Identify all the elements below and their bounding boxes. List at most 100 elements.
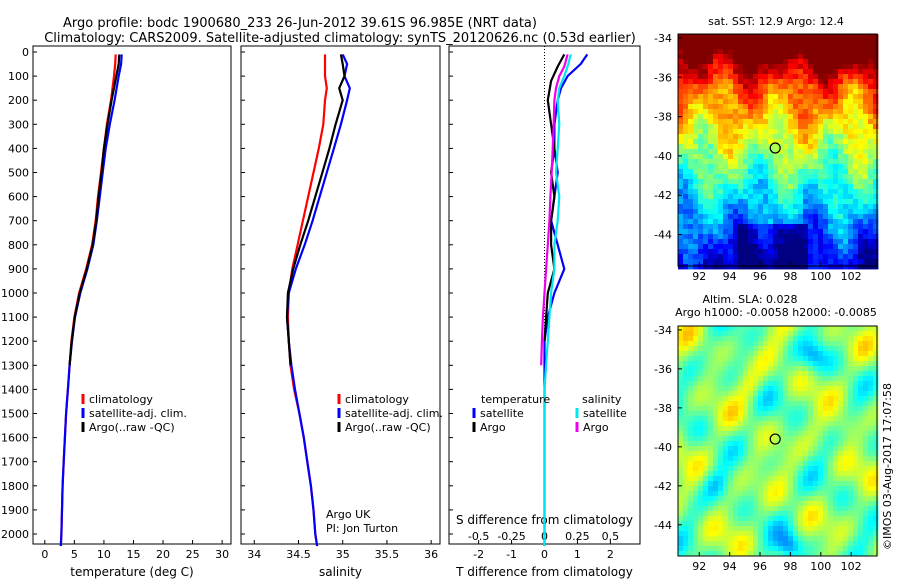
map-cell bbox=[683, 436, 689, 442]
map-cell bbox=[763, 541, 769, 547]
map-cell bbox=[828, 526, 834, 532]
map-cell bbox=[763, 501, 769, 507]
map-cell bbox=[683, 174, 689, 180]
map-cell bbox=[863, 149, 869, 155]
map-cell bbox=[773, 109, 779, 115]
map-cell bbox=[828, 531, 834, 537]
map-cell bbox=[773, 496, 779, 502]
map-cell bbox=[778, 174, 784, 180]
map-cell bbox=[723, 351, 729, 357]
map-cell bbox=[838, 371, 844, 377]
map-cell bbox=[798, 456, 804, 462]
map-cell bbox=[873, 234, 879, 240]
map-cell bbox=[828, 194, 834, 200]
y-tick-label: 600 bbox=[8, 191, 29, 204]
map-cell bbox=[693, 511, 699, 517]
map-cell bbox=[763, 341, 769, 347]
map-cell bbox=[813, 381, 819, 387]
map-cell bbox=[868, 174, 874, 180]
map-cell bbox=[823, 406, 829, 412]
map-cell bbox=[758, 104, 764, 110]
map-cell bbox=[783, 124, 789, 130]
map-cell bbox=[718, 99, 724, 105]
map-cell bbox=[768, 431, 774, 437]
map-cell bbox=[758, 94, 764, 100]
map-cell bbox=[748, 44, 754, 50]
map-cell bbox=[698, 39, 704, 45]
map-cell bbox=[743, 174, 749, 180]
map-cell bbox=[728, 174, 734, 180]
map-cell bbox=[838, 351, 844, 357]
map-cell bbox=[763, 551, 769, 557]
map-cell bbox=[863, 134, 869, 140]
map-cell bbox=[733, 536, 739, 542]
map-cell bbox=[788, 169, 794, 175]
map-cell bbox=[838, 361, 844, 367]
map-cell bbox=[713, 376, 719, 382]
map-cell bbox=[793, 341, 799, 347]
map-cell bbox=[693, 516, 699, 522]
map-cell bbox=[853, 254, 859, 260]
map-cell bbox=[843, 381, 849, 387]
map-cell bbox=[848, 441, 854, 447]
map-cell bbox=[718, 381, 724, 387]
map-cell bbox=[808, 511, 814, 517]
map-cell bbox=[703, 174, 709, 180]
map-cell bbox=[863, 371, 869, 377]
map-cell bbox=[748, 114, 754, 120]
map-cell bbox=[713, 426, 719, 432]
map-cell bbox=[743, 471, 749, 477]
map-cell bbox=[868, 264, 874, 270]
map-cell bbox=[708, 129, 714, 135]
map-cell bbox=[723, 144, 729, 150]
map-cell bbox=[693, 209, 699, 215]
map-cell bbox=[733, 436, 739, 442]
map-cell bbox=[788, 406, 794, 412]
map-cell bbox=[693, 521, 699, 527]
map-cell bbox=[678, 456, 684, 462]
map-cell bbox=[793, 481, 799, 487]
map-cell bbox=[843, 254, 849, 260]
map-cell bbox=[698, 351, 704, 357]
map-cell bbox=[833, 144, 839, 150]
map-cell bbox=[788, 341, 794, 347]
map-cell bbox=[808, 436, 814, 442]
map-cell bbox=[843, 541, 849, 547]
map-cell bbox=[743, 381, 749, 387]
map-cell bbox=[748, 516, 754, 522]
map-cell bbox=[838, 124, 844, 130]
map-cell bbox=[703, 426, 709, 432]
legend-label: Argo(..raw -QC) bbox=[345, 421, 431, 434]
map-cell bbox=[753, 476, 759, 482]
map-cell bbox=[773, 64, 779, 70]
map-cell bbox=[823, 49, 829, 55]
map-cell bbox=[758, 471, 764, 477]
map-cell bbox=[703, 54, 709, 60]
map-cell bbox=[733, 361, 739, 367]
map-cell bbox=[813, 174, 819, 180]
map-cell bbox=[718, 209, 724, 215]
map-cell bbox=[738, 431, 744, 437]
map-cell bbox=[853, 159, 859, 165]
map-cell bbox=[693, 119, 699, 125]
map-cell bbox=[678, 356, 684, 362]
map-cell bbox=[843, 94, 849, 100]
map-cell bbox=[728, 74, 734, 80]
map-cell bbox=[713, 541, 719, 547]
map-cell bbox=[753, 341, 759, 347]
map-cell bbox=[728, 396, 734, 402]
map-cell bbox=[743, 391, 749, 397]
map-cell bbox=[678, 421, 684, 427]
map-cell bbox=[833, 99, 839, 105]
map-cell bbox=[858, 456, 864, 462]
map-cell bbox=[793, 54, 799, 60]
map-cell bbox=[788, 361, 794, 367]
map-cell bbox=[833, 199, 839, 205]
map-cell bbox=[683, 356, 689, 362]
map-cell bbox=[868, 94, 874, 100]
map-cell bbox=[758, 199, 764, 205]
map-cell bbox=[848, 184, 854, 190]
map-cell bbox=[793, 39, 799, 45]
map-cell bbox=[768, 114, 774, 120]
map-cell bbox=[738, 44, 744, 50]
